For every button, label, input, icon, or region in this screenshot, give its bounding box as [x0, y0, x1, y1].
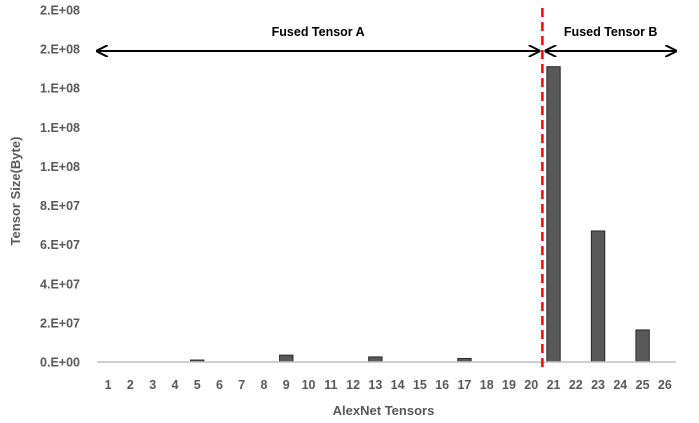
x-tick-label: 7	[238, 378, 245, 392]
y-tick-label: 4.E+07	[40, 277, 80, 291]
bar-9	[279, 354, 294, 363]
y-tick-label: 8.E+07	[40, 199, 80, 213]
x-tick-label: 1	[105, 378, 112, 392]
y-axis-ticks: 0.E+00 2.E+07 4.E+07 6.E+07 8.E+07 1.E+08 1.E+…	[40, 4, 80, 370]
x-tick-label: 16	[435, 378, 449, 392]
x-tick-label: 8	[261, 378, 268, 392]
y-axis-title: Tensor Size(Byte)	[8, 137, 23, 246]
x-tick-label: 22	[569, 378, 583, 392]
x-tick-label: 21	[547, 378, 561, 392]
x-tick-label: 25	[636, 378, 650, 392]
bar-25	[635, 329, 650, 363]
x-tick-label: 23	[591, 378, 605, 392]
x-axis-title: AlexNet Tensors	[333, 403, 435, 418]
x-tick-label: 20	[524, 378, 538, 392]
y-tick-label: 2.E+08	[40, 43, 80, 57]
y-tick-label: 0.E+00	[40, 356, 80, 370]
x-tick-label: 15	[413, 378, 427, 392]
bar-13	[368, 356, 383, 363]
bar-21	[546, 66, 561, 363]
x-tick-label: 17	[457, 378, 471, 392]
annotations: Fused Tensor A Fused Tensor B	[97, 25, 676, 51]
x-tick-label: 18	[480, 378, 494, 392]
x-tick-label: 19	[502, 378, 516, 392]
x-tick-label: 24	[613, 378, 627, 392]
x-tick-label: 2	[127, 378, 134, 392]
x-tick-label: 11	[324, 378, 337, 392]
x-tick-label: 3	[149, 378, 156, 392]
y-tick-label: 2.E+08	[40, 4, 80, 18]
x-tick-label: 12	[346, 378, 360, 392]
bar-23	[590, 230, 606, 363]
x-tick-label: 10	[302, 378, 316, 392]
x-tick-label: 5	[194, 378, 201, 392]
x-tick-label: 6	[216, 378, 223, 392]
x-tick-label: 13	[368, 378, 382, 392]
x-axis-ticks: 1 2 3 4 5 6 7 8 9 10 11 12 13 14 15 16 17 18 19 20 21 22 23 24 2…	[105, 378, 672, 392]
y-tick-label: 6.E+07	[40, 238, 80, 252]
x-tick-label: 26	[658, 378, 672, 392]
y-tick-label: 1.E+08	[40, 160, 80, 174]
x-tick-label: 14	[391, 378, 405, 392]
y-tick-label: 1.E+08	[40, 82, 80, 96]
x-tick-label: 9	[283, 378, 290, 392]
y-tick-label: 1.E+08	[40, 121, 80, 135]
range-label: Fused Tensor A	[272, 25, 365, 39]
y-tick-label: 2.E+07	[40, 316, 80, 330]
range-label: Fused Tensor B	[564, 25, 658, 39]
bars	[190, 66, 650, 363]
x-tick-label: 4	[171, 378, 178, 392]
